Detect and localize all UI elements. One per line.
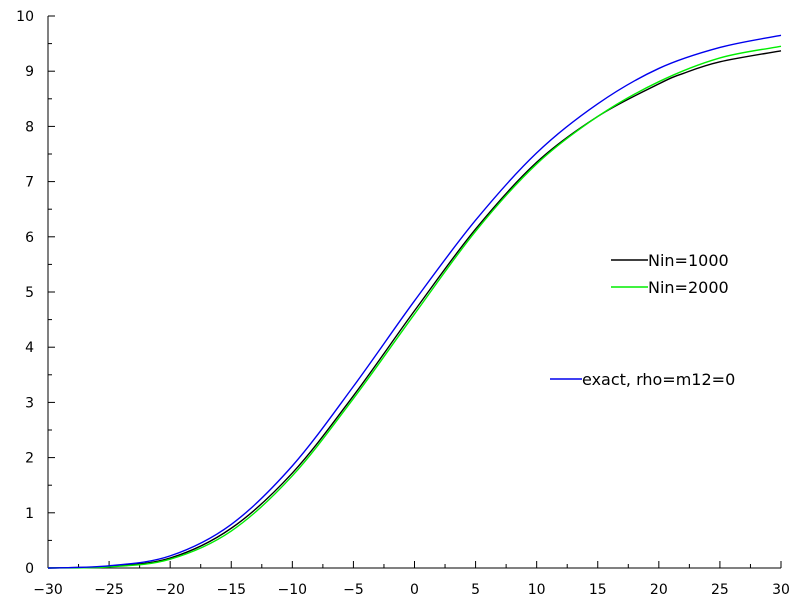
series-line-nin-1000 [47, 50, 782, 569]
x-tick-label: 15 [589, 582, 607, 598]
x-tick-label: −15 [216, 582, 246, 598]
legend-label: exact, rho=m12=0 [582, 370, 735, 389]
x-tick-label: −10 [278, 582, 308, 598]
y-tick-label: 2 [25, 451, 34, 467]
x-tick-label: 25 [711, 582, 729, 598]
x-tick-label: −30 [33, 582, 63, 598]
x-tick-label: 0 [410, 582, 419, 598]
series-line-exact-rho-m12-0 [47, 34, 782, 569]
y-tick-label: 7 [25, 175, 34, 191]
x-tick-label: 20 [650, 582, 668, 598]
y-tick-label: 8 [25, 119, 34, 135]
y-tick-label: 4 [25, 340, 34, 356]
x-tick-label: −25 [94, 582, 124, 598]
x-tick-label: −20 [155, 582, 185, 598]
y-tick-label: 9 [25, 64, 34, 80]
y-tick-label: 10 [16, 9, 34, 25]
legend: Nin=1000 Nin=2000 exact, rho=m12=0 [550, 251, 735, 389]
x-tick-label: 5 [471, 582, 480, 598]
y-tick-label: 5 [25, 285, 34, 301]
x-tick-label: −5 [343, 582, 364, 598]
legend-label: Nin=1000 [648, 251, 729, 270]
y-tick-label: 1 [25, 506, 34, 522]
series-line-nin-2000 [47, 45, 782, 569]
series-layer [47, 34, 782, 569]
axes: −30 −25 −20 −15 −10 −5 0 5 10 15 20 25 30 0 1 2 3 4 5 6 7 8 9 1… [16, 9, 790, 598]
x-tick-label: 30 [772, 582, 790, 598]
legend-label: Nin=2000 [648, 278, 729, 297]
x-tick-label: 10 [528, 582, 546, 598]
y-tick-label: 6 [25, 230, 34, 246]
y-tick-label: 0 [25, 561, 34, 577]
y-tick-label: 3 [25, 395, 34, 411]
